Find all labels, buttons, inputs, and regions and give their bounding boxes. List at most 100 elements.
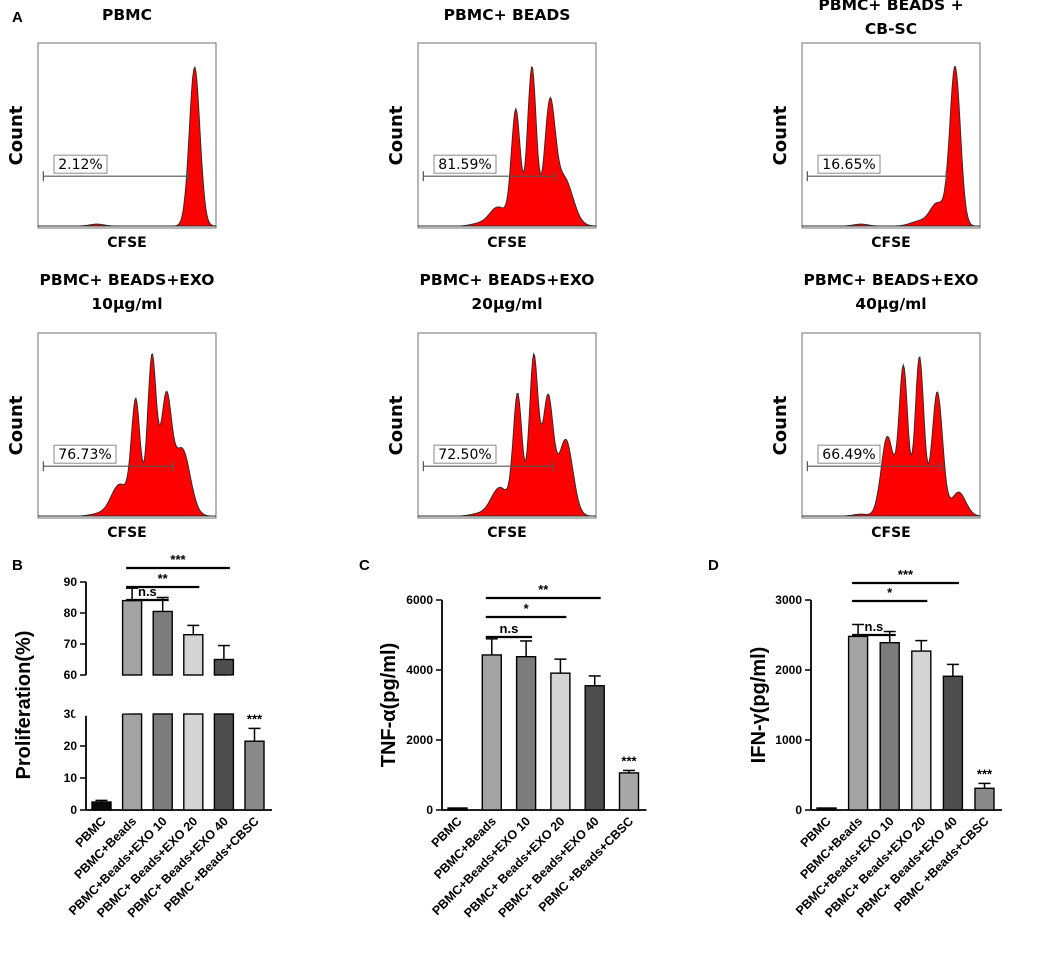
axis-break <box>74 673 276 716</box>
bar <box>515 656 537 811</box>
y-tick-label: 3000 <box>775 593 802 607</box>
y-tick-label: 60 <box>64 668 78 682</box>
y-axis-label: IFN-γ(pg/ml) <box>748 647 770 764</box>
bar <box>447 807 468 811</box>
bar <box>974 787 995 811</box>
x-axis-label: CFSE <box>487 525 526 541</box>
bar <box>244 740 265 811</box>
x-axis-label: CFSE <box>487 235 526 251</box>
histogram-3: PBMC+ BEADS + CB-SC 16.65% CFSE Count <box>770 0 981 251</box>
bar <box>213 713 235 811</box>
significance-label: n.s <box>865 619 884 634</box>
y-axis-label: Count <box>6 395 27 455</box>
y-axis-label: Count <box>386 105 407 165</box>
bar-chart-d: 0100020003000PBMCPBMC+BeadsPBMC+Beads+EX… <box>748 567 1002 920</box>
histogram-title: 10μg/ml <box>91 295 162 313</box>
histogram-1: PBMC 2.12% CFSE Count <box>6 6 217 251</box>
gate-label-box <box>433 154 497 174</box>
bar <box>942 675 964 811</box>
bar <box>879 642 900 811</box>
histogram-4: PBMC+ BEADS+EXO 10μg/ml 76.73% CFSE Count <box>6 271 217 541</box>
bar <box>121 713 143 811</box>
panel-letter-c: C <box>359 557 370 574</box>
y-tick-label: 2000 <box>406 733 433 747</box>
bar-annotation: *** <box>977 766 993 781</box>
y-axis-label: Count <box>386 395 407 455</box>
histogram-peak <box>38 353 216 517</box>
y-tick-label: 4000 <box>406 663 433 677</box>
bar-annotation: *** <box>621 753 637 768</box>
significance-label: ** <box>538 582 549 597</box>
histogram-peak <box>418 352 596 517</box>
y-tick-label: 30 <box>64 707 78 721</box>
significance-label: * <box>887 585 893 600</box>
bar <box>847 635 869 811</box>
y-axis-label: TNF-α(pg/ml) <box>378 643 400 767</box>
bar <box>584 685 605 811</box>
bar <box>618 772 640 811</box>
y-tick-label: 20 <box>64 739 78 753</box>
y-tick-label: 90 <box>64 575 78 589</box>
histogram-title: PBMC+ BEADS <box>444 6 571 24</box>
histogram-title: 20μg/ml <box>471 295 542 313</box>
y-axis-label: Count <box>770 105 791 165</box>
bar <box>152 610 173 676</box>
histogram-title: PBMC+ BEADS+EXO <box>40 271 215 289</box>
gate-label-box <box>817 154 881 174</box>
bar <box>816 807 837 811</box>
significance-label: *** <box>170 552 186 567</box>
bar-chart-b: 010203060708090PBMCPBMC+BeadsPBMC+Beads+… <box>13 552 277 920</box>
gate-label-box <box>433 444 497 464</box>
y-tick-label: 6000 <box>406 593 433 607</box>
y-axis-label: Count <box>6 105 27 165</box>
histogram-peak <box>38 65 217 227</box>
panel-letter-b: B <box>12 557 23 574</box>
bar <box>91 801 112 811</box>
gate-label-box <box>817 444 881 464</box>
significance-label: ** <box>158 571 169 586</box>
y-tick-label: 1000 <box>775 733 802 747</box>
x-axis-label: CFSE <box>871 235 910 251</box>
significance-label: *** <box>898 567 914 582</box>
gate-label-box <box>53 154 108 174</box>
y-tick-label: 2000 <box>775 663 802 677</box>
histogram-title: PBMC+ BEADS+EXO <box>804 271 979 289</box>
y-axis-label: Count <box>770 395 791 455</box>
panel-letter-a: A <box>12 9 23 26</box>
y-tick-label: 70 <box>64 637 78 651</box>
x-axis-label: CFSE <box>107 235 146 251</box>
significance-label: * <box>524 601 530 616</box>
gate-label: 72.50% <box>438 447 491 463</box>
x-axis-label: CFSE <box>871 525 910 541</box>
y-tick-label: 10 <box>64 771 78 785</box>
panel-letter-d: D <box>708 557 719 574</box>
y-tick-label: 0 <box>426 803 433 817</box>
histogram-title: 40μg/ml <box>855 295 926 313</box>
histogram-title: CB-SC <box>865 20 917 38</box>
bar <box>121 599 143 676</box>
gate-label: 66.49% <box>822 447 875 463</box>
bar <box>213 658 235 676</box>
bar <box>183 713 204 811</box>
y-tick-label: 0 <box>795 803 802 817</box>
histogram-peak <box>802 66 980 227</box>
x-axis-label: CFSE <box>107 525 146 541</box>
histogram-6: PBMC+ BEADS+EXO 40μg/ml 66.49% CFSE Count <box>770 271 981 541</box>
gate-label: 76.73% <box>58 447 111 463</box>
y-axis-label: Proliferation(%) <box>13 631 35 780</box>
histogram-peak <box>802 355 981 517</box>
significance-label: n.s <box>500 621 519 636</box>
histogram-title: PBMC <box>102 6 152 24</box>
bar-chart-c: 0200040006000PBMCPBMC+BeadsPBMC+Beads+EX… <box>378 582 647 920</box>
axis-break-edge <box>73 703 277 717</box>
gate-label: 16.65% <box>822 157 875 173</box>
bar <box>183 634 204 676</box>
bar <box>550 672 571 811</box>
gate-label-box <box>53 444 117 464</box>
histogram-peak <box>418 66 597 227</box>
y-tick-label: 0 <box>70 803 77 817</box>
bar <box>152 713 173 811</box>
histogram-5: PBMC+ BEADS+EXO 20μg/ml 72.50% CFSE Count <box>386 271 597 541</box>
bar <box>911 650 932 811</box>
